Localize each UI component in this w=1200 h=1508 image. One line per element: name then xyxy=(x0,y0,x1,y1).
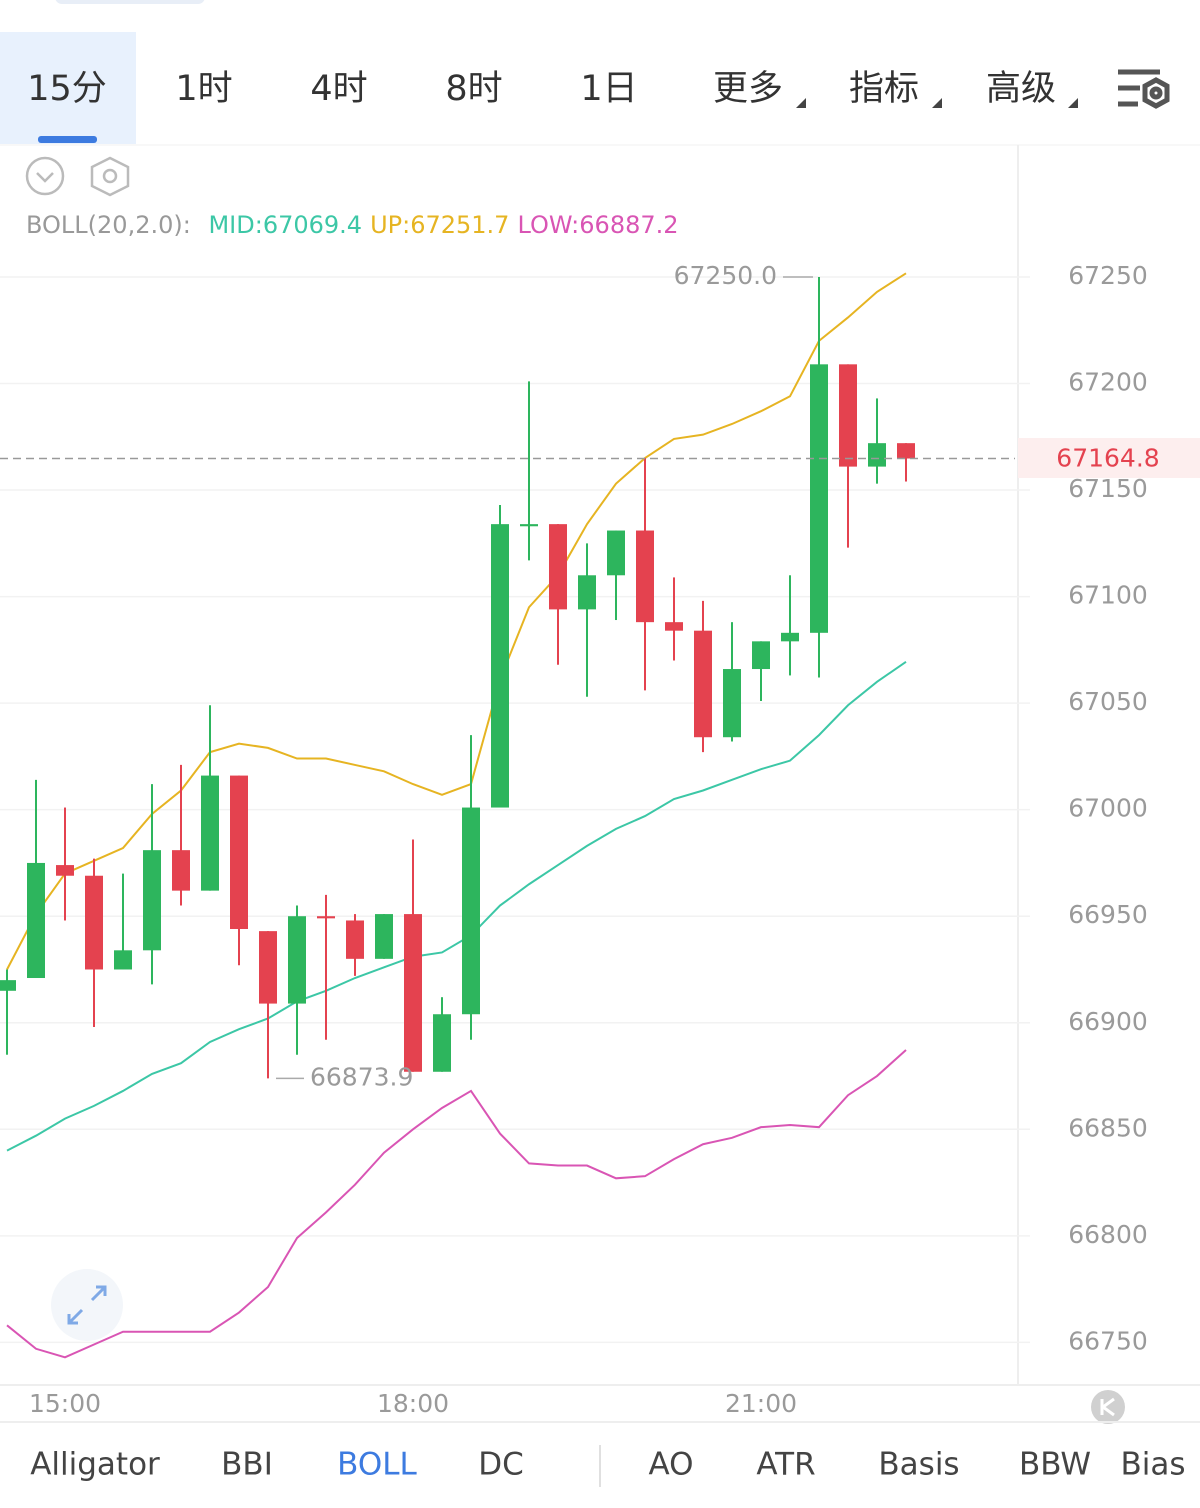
legend-name: LOW: xyxy=(517,211,579,239)
candle-body xyxy=(346,920,364,959)
timeframe-tab[interactable]: 指标 xyxy=(849,69,919,109)
candle-body xyxy=(375,914,393,959)
candle-body xyxy=(578,575,596,610)
timeframe-tab[interactable]: 1时 xyxy=(175,69,232,109)
collapse-chevron xyxy=(36,172,54,183)
candle-body xyxy=(404,914,422,1072)
candle-body xyxy=(27,862,45,979)
chart: 66750 66800 66850 66900 66950 67000 67050 67100… xyxy=(0,261,1160,1418)
fullscreen-button[interactable] xyxy=(51,1269,123,1341)
boll-lines xyxy=(6,272,907,1359)
y-tick-label: 66800 xyxy=(1068,1220,1148,1249)
candle-body xyxy=(607,530,625,576)
candle-body xyxy=(868,443,886,467)
y-tick-label: 67200 xyxy=(1068,368,1148,397)
legend-name: UP: xyxy=(370,211,410,239)
candle-body xyxy=(56,865,74,876)
indicator-tab[interactable]: AO xyxy=(648,1447,693,1483)
candle-body xyxy=(781,632,799,642)
collapse-icon[interactable] xyxy=(25,156,65,196)
candle-body xyxy=(462,807,480,1015)
candles xyxy=(0,276,915,1079)
candle-body xyxy=(114,950,132,970)
dropdown-corners xyxy=(796,98,1078,108)
active-tab-bg xyxy=(0,32,136,144)
timeframe-tab[interactable]: 更多 xyxy=(713,69,783,109)
legend-value: 66887.2 xyxy=(579,211,678,239)
y-tick-label: 67100 xyxy=(1068,581,1148,610)
x-tick-label: 21:00 xyxy=(725,1389,797,1418)
top-handle xyxy=(55,0,205,4)
candle-body xyxy=(636,530,654,623)
indicator-tab[interactable]: Bias xyxy=(1120,1447,1185,1483)
candle-body xyxy=(0,980,16,991)
last-price-label: 67164.8 xyxy=(1056,444,1159,473)
y-tick-label: 67050 xyxy=(1068,687,1148,716)
candle-body xyxy=(897,443,915,459)
indicator-tab[interactable]: BOLL xyxy=(337,1447,417,1483)
active-tab-indicator xyxy=(38,136,97,143)
candle-body xyxy=(491,524,509,808)
y-tick-label: 66900 xyxy=(1068,1007,1148,1036)
annotation-label: 67250.0 xyxy=(674,261,777,290)
candle-body xyxy=(723,669,741,738)
timeframe-tab[interactable]: 高级 xyxy=(986,69,1056,109)
indicator-tab[interactable]: BBW xyxy=(1019,1447,1091,1483)
timeframe-tab[interactable]: 15分 xyxy=(27,69,107,109)
boll-line xyxy=(6,1049,907,1359)
y-tick-label: 66950 xyxy=(1068,900,1148,929)
candle-body xyxy=(85,875,103,970)
indicator-tab[interactable]: DC xyxy=(478,1447,524,1483)
candle-body xyxy=(520,524,538,527)
candle-body xyxy=(143,850,161,951)
settings-hex[interactable] xyxy=(90,156,130,197)
timeframe-tab[interactable]: 4时 xyxy=(310,69,367,109)
x-tick-label: 15:00 xyxy=(29,1389,101,1418)
timeframe-tabs: 15分 1时 4时 8时 1日 更多 指标 高级 xyxy=(27,69,1056,109)
x-tick-label: 18:00 xyxy=(377,1389,449,1418)
candle-body xyxy=(694,630,712,738)
boll-line xyxy=(6,660,907,1152)
candle-body xyxy=(810,364,828,633)
k-badge-letter xyxy=(1100,1397,1115,1417)
indicator-tabs: Alligator BBI BOLL DC AO ATR Basis BBW Bias xyxy=(30,1447,1185,1483)
candle-body xyxy=(172,850,190,891)
k-badge[interactable] xyxy=(1091,1390,1125,1424)
candle-body xyxy=(665,622,683,631)
legend-name: MID: xyxy=(208,211,262,239)
indicator-legend: BOLL(20,2.0): MID:67069.4 UP:67251.7 LOW:6… xyxy=(26,211,679,239)
y-tick-label: 67150 xyxy=(1068,474,1148,503)
candle-body xyxy=(201,775,219,891)
candle-body xyxy=(839,364,857,467)
candle-body xyxy=(752,641,770,670)
y-tick-label: 67250 xyxy=(1068,261,1148,290)
last-price-bg xyxy=(1018,438,1200,478)
y-tick-label: 67000 xyxy=(1068,794,1148,823)
y-tick-label: 66850 xyxy=(1068,1113,1148,1142)
indicator-tab[interactable]: Basis xyxy=(878,1447,959,1483)
settings-hex-dot xyxy=(102,168,118,184)
timeframe-tab[interactable]: 8时 xyxy=(445,69,502,109)
candle-body xyxy=(230,775,248,929)
legend-value: 67251.7 xyxy=(410,211,509,239)
candle-body xyxy=(259,931,277,1004)
indicator-name: BOLL(20,2.0): xyxy=(26,211,191,239)
indicator-tab[interactable]: Alligator xyxy=(30,1447,160,1483)
timeframe-tab[interactable]: 1日 xyxy=(580,69,637,109)
fullscreen-arrows xyxy=(67,1285,107,1325)
annotation-label: 66873.9 xyxy=(310,1062,413,1091)
candle-body xyxy=(549,524,567,610)
candle-body xyxy=(433,1014,451,1072)
boll-line xyxy=(6,272,907,970)
candle-body xyxy=(317,916,335,919)
y-tick-label: 66750 xyxy=(1068,1326,1148,1355)
legend-value: 67069.4 xyxy=(263,211,362,239)
indicator-tab[interactable]: BBI xyxy=(221,1447,273,1483)
settings-icon[interactable] xyxy=(1118,69,1170,109)
indicator-tab[interactable]: ATR xyxy=(756,1447,815,1483)
candle-body xyxy=(288,916,306,1004)
